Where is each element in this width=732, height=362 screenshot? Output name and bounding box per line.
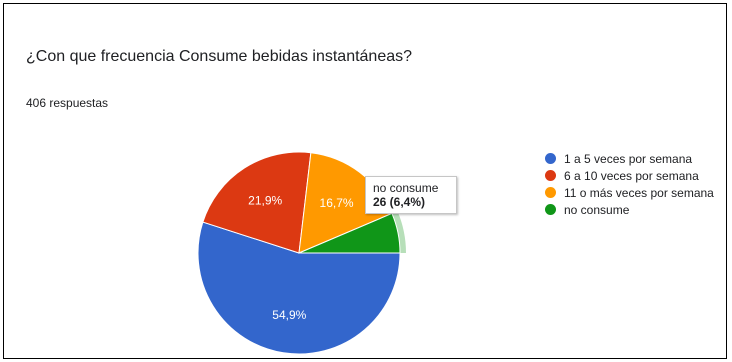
legend-swatch: [545, 153, 556, 164]
legend-label: no consume: [564, 202, 630, 217]
legend-item[interactable]: no consume: [545, 201, 714, 218]
legend-item[interactable]: 1 a 5 veces por semana: [545, 150, 714, 167]
tooltip-title: no consume: [373, 181, 439, 195]
legend: 1 a 5 veces por semana 6 a 10 veces por …: [545, 150, 714, 218]
legend-swatch: [545, 187, 556, 198]
pie-slice[interactable]: [202, 151, 312, 254]
response-count: 406 respuestas: [26, 96, 109, 110]
slice-tooltip: no consume 26 (6,4%): [365, 176, 457, 214]
pie-chart: 54,9% 21,9% 16,7%: [197, 151, 406, 355]
slice-label: 54,9%: [272, 308, 306, 322]
pie-slice[interactable]: [197, 221, 401, 355]
legend-swatch: [545, 204, 556, 215]
legend-label: 6 a 10 veces por semana: [564, 168, 699, 183]
tooltip-value: 26 (6,4%): [373, 195, 426, 209]
slice-label: 21,9%: [248, 193, 282, 207]
legend-item[interactable]: 6 a 10 veces por semana: [545, 167, 714, 184]
legend-swatch: [545, 170, 556, 181]
legend-label: 11 o más veces por semana: [564, 185, 714, 200]
chart-card: ¿Con que frecuencia Consume bebidas inst…: [3, 3, 727, 359]
legend-item[interactable]: 11 o más veces por semana: [545, 184, 714, 201]
legend-label: 1 a 5 veces por semana: [564, 151, 693, 166]
slice-label: 16,7%: [320, 196, 354, 210]
chart-title: ¿Con que frecuencia Consume bebidas inst…: [26, 48, 413, 65]
